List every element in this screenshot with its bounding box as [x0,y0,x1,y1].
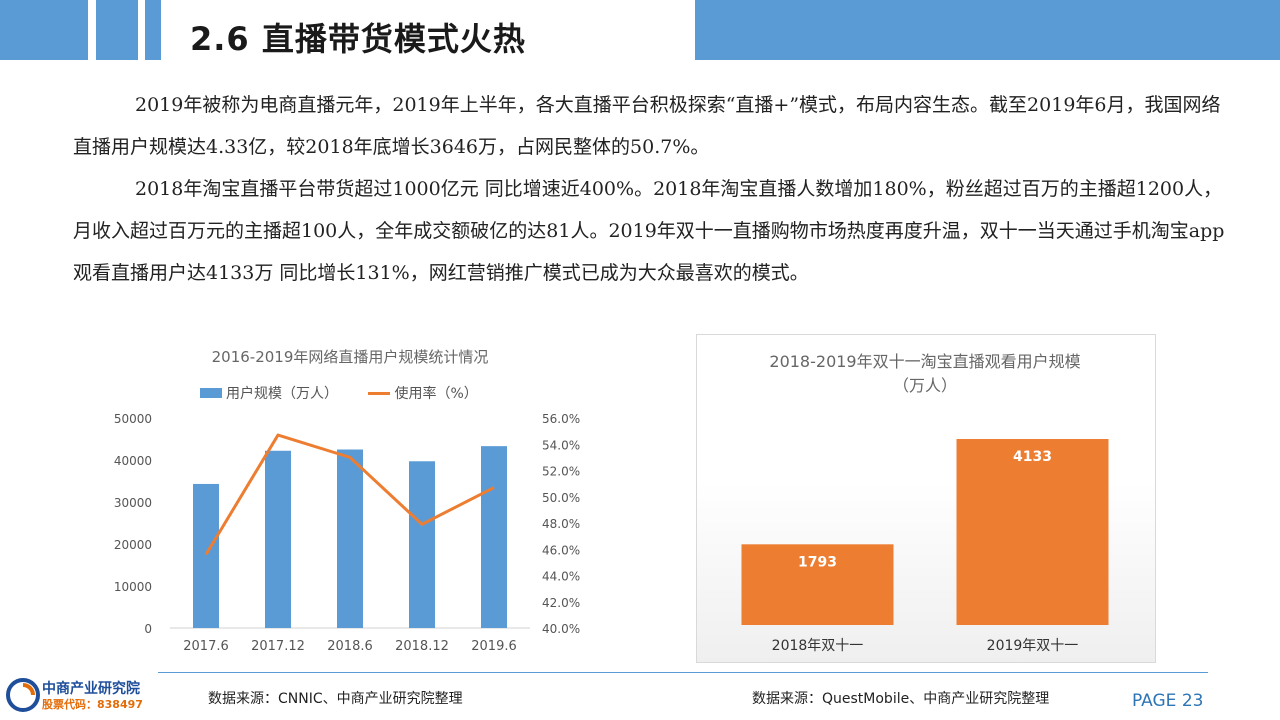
chart1-legend: 用户规模（万人） 使用率（%） [200,383,478,403]
footer-divider [158,672,1208,673]
y-left-tick-label: 0 [144,622,152,636]
x-tick-label: 2018.6 [327,639,373,654]
page-number: PAGE 23 [1132,691,1204,711]
y-right-tick-label: 46.0% [542,543,580,557]
header-block-1 [0,0,88,60]
bar [956,439,1109,625]
x-tick-label: 2017.6 [183,639,229,654]
paragraph-2: 2018年淘宝直播平台带货超过1000亿元 同比增速近400%。2018年淘宝直… [73,178,1225,284]
logo-name: 中商产业研究院 [42,681,140,697]
x-tick-label: 2018年双十一 [772,638,864,654]
y-right-tick-label: 48.0% [542,517,580,531]
y-left-tick-label: 50000 [114,412,152,426]
x-tick-label: 2019年双十一 [987,638,1079,654]
chart1-title: 2016-2019年网络直播用户规模统计情况 [211,348,489,366]
legend-bar-swatch [200,388,222,398]
x-tick-label: 2017.12 [251,639,305,654]
bar [481,446,507,628]
y-right-tick-label: 54.0% [542,438,580,452]
chart2-source: 数据来源：QuestMobile、中商产业研究院整理 [752,691,1050,707]
y-right-tick-label: 42.0% [542,596,580,610]
y-left-tick-label: 40000 [114,454,152,468]
chart1-combo: 0 10000 20000 30000 40000 50000 40.0% 42.0% 44.0… [114,412,580,654]
header-block-2 [96,0,138,60]
y-right-tick-label: 50.0% [542,491,580,505]
chart1-source: 数据来源：CNNIC、中商产业研究院整理 [208,691,463,707]
legend-line-label: 使用率（%） [394,386,478,402]
header-block-3 [145,0,161,60]
x-tick-label: 2019.6 [471,639,517,654]
bar [409,461,435,628]
usage-rate-line [204,433,495,556]
bar [337,449,363,628]
chart2-bar: 1793 2018年双十一 4133 2019年双十一 [741,439,1109,654]
page-title: 2.6 直播带货模式火热 [190,20,526,58]
bar [193,483,219,628]
header-bar-right [695,0,1280,60]
x-tick-label: 2018.12 [395,639,449,654]
paragraph-1: 2019年被称为电商直播元年，2019年上半年，各大直播平台积极探索“直播+”模… [73,94,1221,158]
y-right-tick-label: 52.0% [542,465,580,479]
logo-icon [6,678,40,712]
y-right-tick-label: 56.0% [542,412,580,426]
y-left-tick-label: 30000 [114,496,152,510]
y-left-tick-label: 20000 [114,538,152,552]
logo-stock-code: 股票代码：838497 [42,698,143,711]
data-label: 4133 [1013,449,1052,465]
chart2-subtitle: （万人） [892,376,957,395]
legend-line-swatch [368,391,391,395]
y-right-tick-label: 40.0% [542,622,580,636]
legend-bar-label: 用户规模（万人） [226,386,338,402]
y-left-tick-label: 10000 [114,580,152,594]
bar [265,450,291,628]
bar [741,544,894,625]
data-label: 1793 [798,554,837,570]
y-right-tick-label: 44.0% [542,570,580,584]
chart2-title: 2018-2019年双十一淘宝直播观看用户规模 [769,352,1081,371]
